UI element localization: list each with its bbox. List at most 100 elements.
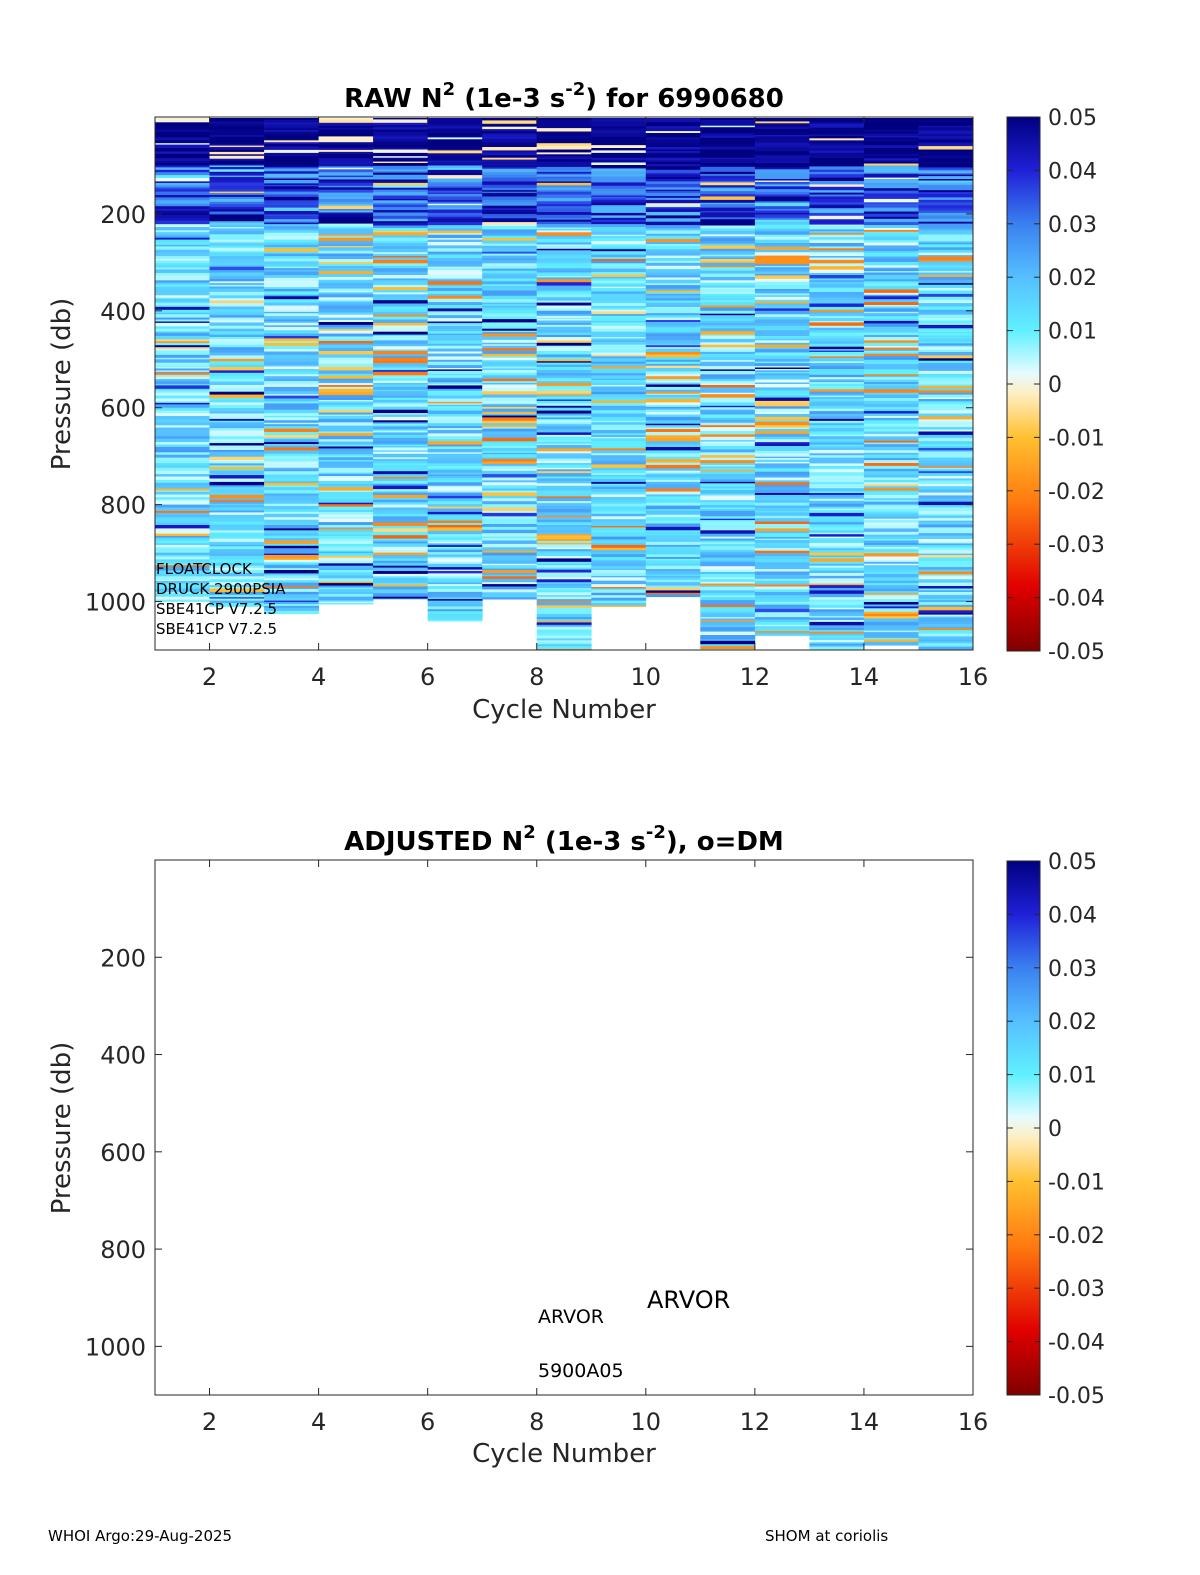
heatmap-cell	[155, 540, 210, 544]
adj-title-sup-2: -2	[646, 822, 666, 843]
heatmap-cell	[754, 384, 810, 388]
heatmap-cell	[700, 624, 756, 628]
heatmap-cell	[700, 133, 756, 136]
heatmap-cell	[754, 421, 810, 426]
heatmap-cell	[209, 597, 265, 600]
heatmap-cell	[264, 149, 319, 154]
heatmap-cell	[209, 521, 265, 525]
heatmap-cell	[536, 246, 592, 250]
heatmap-cell	[482, 526, 538, 531]
heatmap-cell	[809, 138, 865, 141]
heatmap-cell	[809, 394, 865, 397]
heatmap-cell	[809, 588, 865, 591]
heatmap-cell	[536, 442, 592, 444]
heatmap-cell	[809, 536, 865, 539]
heatmap-cell	[591, 418, 647, 422]
heatmap-cell	[427, 284, 483, 287]
heatmap-cell	[754, 172, 810, 177]
adj-title-part-2: (1e-3 s	[536, 827, 646, 857]
heatmap-cell	[155, 470, 210, 475]
heatmap-cell	[482, 196, 538, 201]
heatmap-cell	[918, 529, 974, 534]
heatmap-cell	[155, 488, 210, 491]
heatmap-cell	[863, 613, 919, 617]
heatmap-cell	[754, 139, 810, 144]
heatmap-cell	[809, 440, 865, 443]
heatmap-cell	[536, 201, 592, 205]
heatmap-cell	[482, 336, 538, 341]
heatmap-cell	[863, 335, 919, 338]
heatmap-cell	[754, 412, 810, 415]
heatmap-cell	[318, 212, 374, 215]
raw-colorbar-tick-label: 0.02	[1048, 266, 1097, 291]
heatmap-cell	[373, 230, 428, 233]
heatmap-cell	[918, 210, 974, 214]
heatmap-cell	[863, 129, 919, 133]
heatmap-cell	[373, 328, 428, 333]
heatmap-cell	[700, 185, 756, 188]
heatmap-cell	[264, 602, 319, 605]
heatmap-cell	[809, 257, 865, 261]
heatmap-cell	[918, 614, 974, 617]
heatmap-cell	[373, 492, 428, 496]
heatmap-cell	[155, 220, 210, 225]
heatmap-cell	[427, 436, 483, 440]
heatmap-cell	[918, 495, 974, 499]
heatmap-cell	[427, 199, 483, 203]
heatmap-cell	[700, 414, 756, 419]
heatmap-cell	[209, 402, 265, 406]
heatmap-cell	[754, 267, 810, 270]
heatmap-cell	[754, 502, 810, 506]
heatmap-cell	[373, 171, 428, 174]
heatmap-cell	[536, 149, 592, 153]
heatmap-cell	[427, 385, 483, 390]
heatmap-cell	[482, 268, 538, 271]
heatmap-cell	[209, 230, 265, 235]
heatmap-cell	[264, 467, 319, 471]
heatmap-cell	[482, 316, 538, 320]
heatmap-cell	[155, 507, 210, 512]
heatmap-cell	[536, 383, 592, 387]
heatmap-cell	[373, 596, 428, 599]
heatmap-cell	[264, 461, 319, 466]
heatmap-cell	[209, 422, 265, 427]
heatmap-cell	[427, 228, 483, 232]
heatmap-cell	[591, 257, 647, 260]
heatmap-cell	[591, 405, 647, 409]
heatmap-cell	[318, 395, 374, 399]
heatmap-cell	[591, 251, 647, 255]
heatmap-cell	[209, 591, 265, 596]
heatmap-cell	[591, 547, 647, 551]
heatmap-cell	[645, 260, 701, 264]
heatmap-cell	[645, 432, 701, 436]
heatmap-cell	[536, 458, 592, 462]
heatmap-cell	[155, 442, 210, 445]
heatmap-cell	[918, 646, 974, 650]
heatmap-cell	[918, 215, 974, 220]
heatmap-cell	[373, 361, 428, 364]
heatmap-cell	[809, 349, 865, 351]
heatmap-cell	[373, 464, 428, 467]
heatmap-cell	[809, 453, 865, 456]
heatmap-cell	[918, 591, 974, 596]
heatmap-cell	[536, 515, 592, 518]
heatmap-cell	[318, 502, 374, 505]
heatmap-cell	[591, 402, 647, 407]
heatmap-cell	[155, 280, 210, 284]
heatmap-cell	[809, 311, 865, 315]
heatmap-cell	[700, 530, 756, 535]
heatmap-cell	[863, 621, 919, 626]
heatmap-cell	[700, 331, 756, 335]
heatmap-cell	[373, 502, 428, 505]
heatmap-cell	[863, 267, 919, 270]
heatmap-cell	[918, 399, 974, 402]
heatmap-cell	[918, 335, 974, 340]
heatmap-cell	[482, 582, 538, 585]
heatmap-cell	[318, 220, 374, 224]
heatmap-cell	[863, 616, 919, 619]
heatmap-cell	[863, 127, 919, 130]
heatmap-cell	[155, 559, 210, 562]
heatmap-cell	[155, 548, 210, 551]
heatmap-cell	[427, 416, 483, 421]
heatmap-cell	[863, 172, 919, 175]
